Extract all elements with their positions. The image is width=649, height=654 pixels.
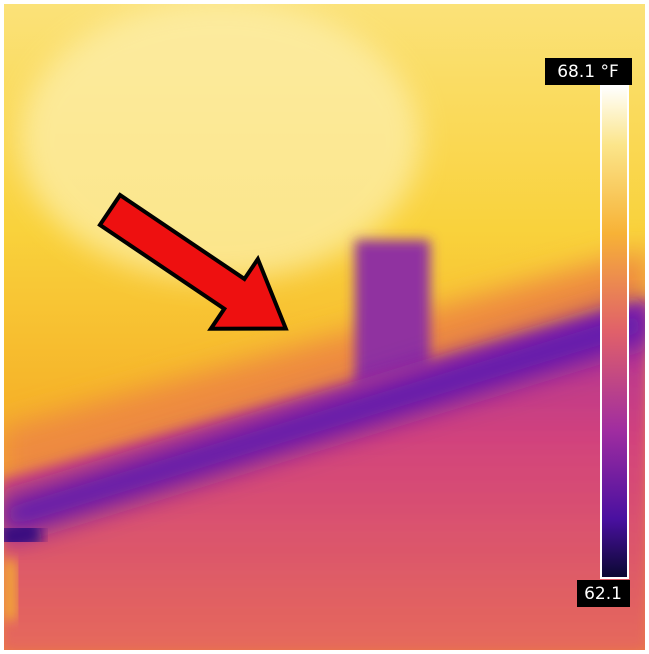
max-label: 68.1 °F: [557, 62, 619, 82]
thermal-scene: [0, 0, 649, 654]
min-label: 62.1: [584, 584, 622, 604]
color-scale: [601, 86, 628, 578]
thermal-image: 68.1 °F 62.1: [0, 0, 649, 654]
